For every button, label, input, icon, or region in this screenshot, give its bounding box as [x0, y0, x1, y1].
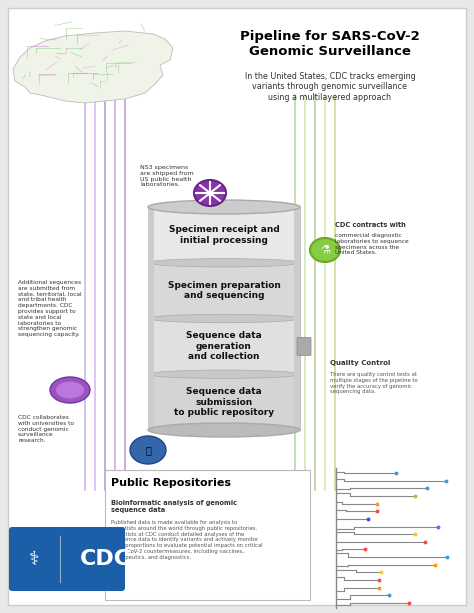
FancyBboxPatch shape: [9, 527, 125, 591]
FancyBboxPatch shape: [297, 337, 311, 356]
Text: Specimen receipt and
initial processing: Specimen receipt and initial processing: [169, 225, 279, 245]
Text: NS3 specimens
are shipped from
US public health
laboratories.: NS3 specimens are shipped from US public…: [140, 165, 194, 188]
Text: Public Repositories: Public Repositories: [111, 478, 231, 488]
Text: CDC contracts with: CDC contracts with: [335, 222, 406, 228]
Text: Pipeline for SARS-CoV-2
Genomic Surveillance: Pipeline for SARS-CoV-2 Genomic Surveill…: [240, 30, 420, 58]
Text: Specimen preparation
and sequencing: Specimen preparation and sequencing: [168, 281, 281, 300]
Ellipse shape: [148, 259, 300, 267]
FancyBboxPatch shape: [148, 319, 300, 375]
FancyBboxPatch shape: [148, 207, 300, 263]
Ellipse shape: [148, 370, 300, 378]
Text: Sequence data
generation
and collection: Sequence data generation and collection: [186, 332, 262, 361]
Text: Bioinformatic analysis of genomic
sequence data: Bioinformatic analysis of genomic sequen…: [111, 500, 237, 513]
Text: There are quality control tests at
multiple stages of the pipeline to
verify the: There are quality control tests at multi…: [330, 372, 418, 394]
Ellipse shape: [148, 314, 300, 322]
Text: ⚗: ⚗: [320, 245, 330, 255]
Polygon shape: [13, 31, 173, 103]
Text: Additional sequences
are submitted from
state, territorial, local
and tribal hea: Additional sequences are submitted from …: [18, 280, 82, 337]
Ellipse shape: [130, 436, 166, 464]
Text: CDC collaborates
with universities to
conduct genomic
surveillance
research.: CDC collaborates with universities to co…: [18, 415, 74, 443]
FancyBboxPatch shape: [148, 263, 300, 319]
Text: 🏛: 🏛: [145, 445, 151, 455]
FancyBboxPatch shape: [105, 470, 310, 600]
Text: commercial diagnostic
laboratories to sequence
specimens across the
United State: commercial diagnostic laboratories to se…: [335, 233, 409, 256]
Ellipse shape: [56, 381, 84, 398]
Text: Published data is made available for analysis to
scientists around the world thr: Published data is made available for ana…: [111, 520, 263, 560]
Text: ⚕: ⚕: [29, 550, 39, 569]
Ellipse shape: [310, 238, 340, 262]
Text: Sequence data
submission
to public repository: Sequence data submission to public repos…: [174, 387, 274, 417]
FancyBboxPatch shape: [148, 207, 154, 430]
Ellipse shape: [148, 200, 300, 214]
Ellipse shape: [50, 377, 90, 403]
Ellipse shape: [194, 180, 226, 206]
FancyBboxPatch shape: [148, 375, 300, 430]
FancyBboxPatch shape: [8, 8, 466, 605]
Text: CDC: CDC: [80, 549, 131, 569]
Ellipse shape: [148, 423, 300, 437]
FancyBboxPatch shape: [294, 207, 300, 430]
Text: In the United States, CDC tracks emerging
variants through genomic surveillance
: In the United States, CDC tracks emergin…: [245, 72, 415, 102]
Text: Quality Control: Quality Control: [330, 360, 391, 366]
